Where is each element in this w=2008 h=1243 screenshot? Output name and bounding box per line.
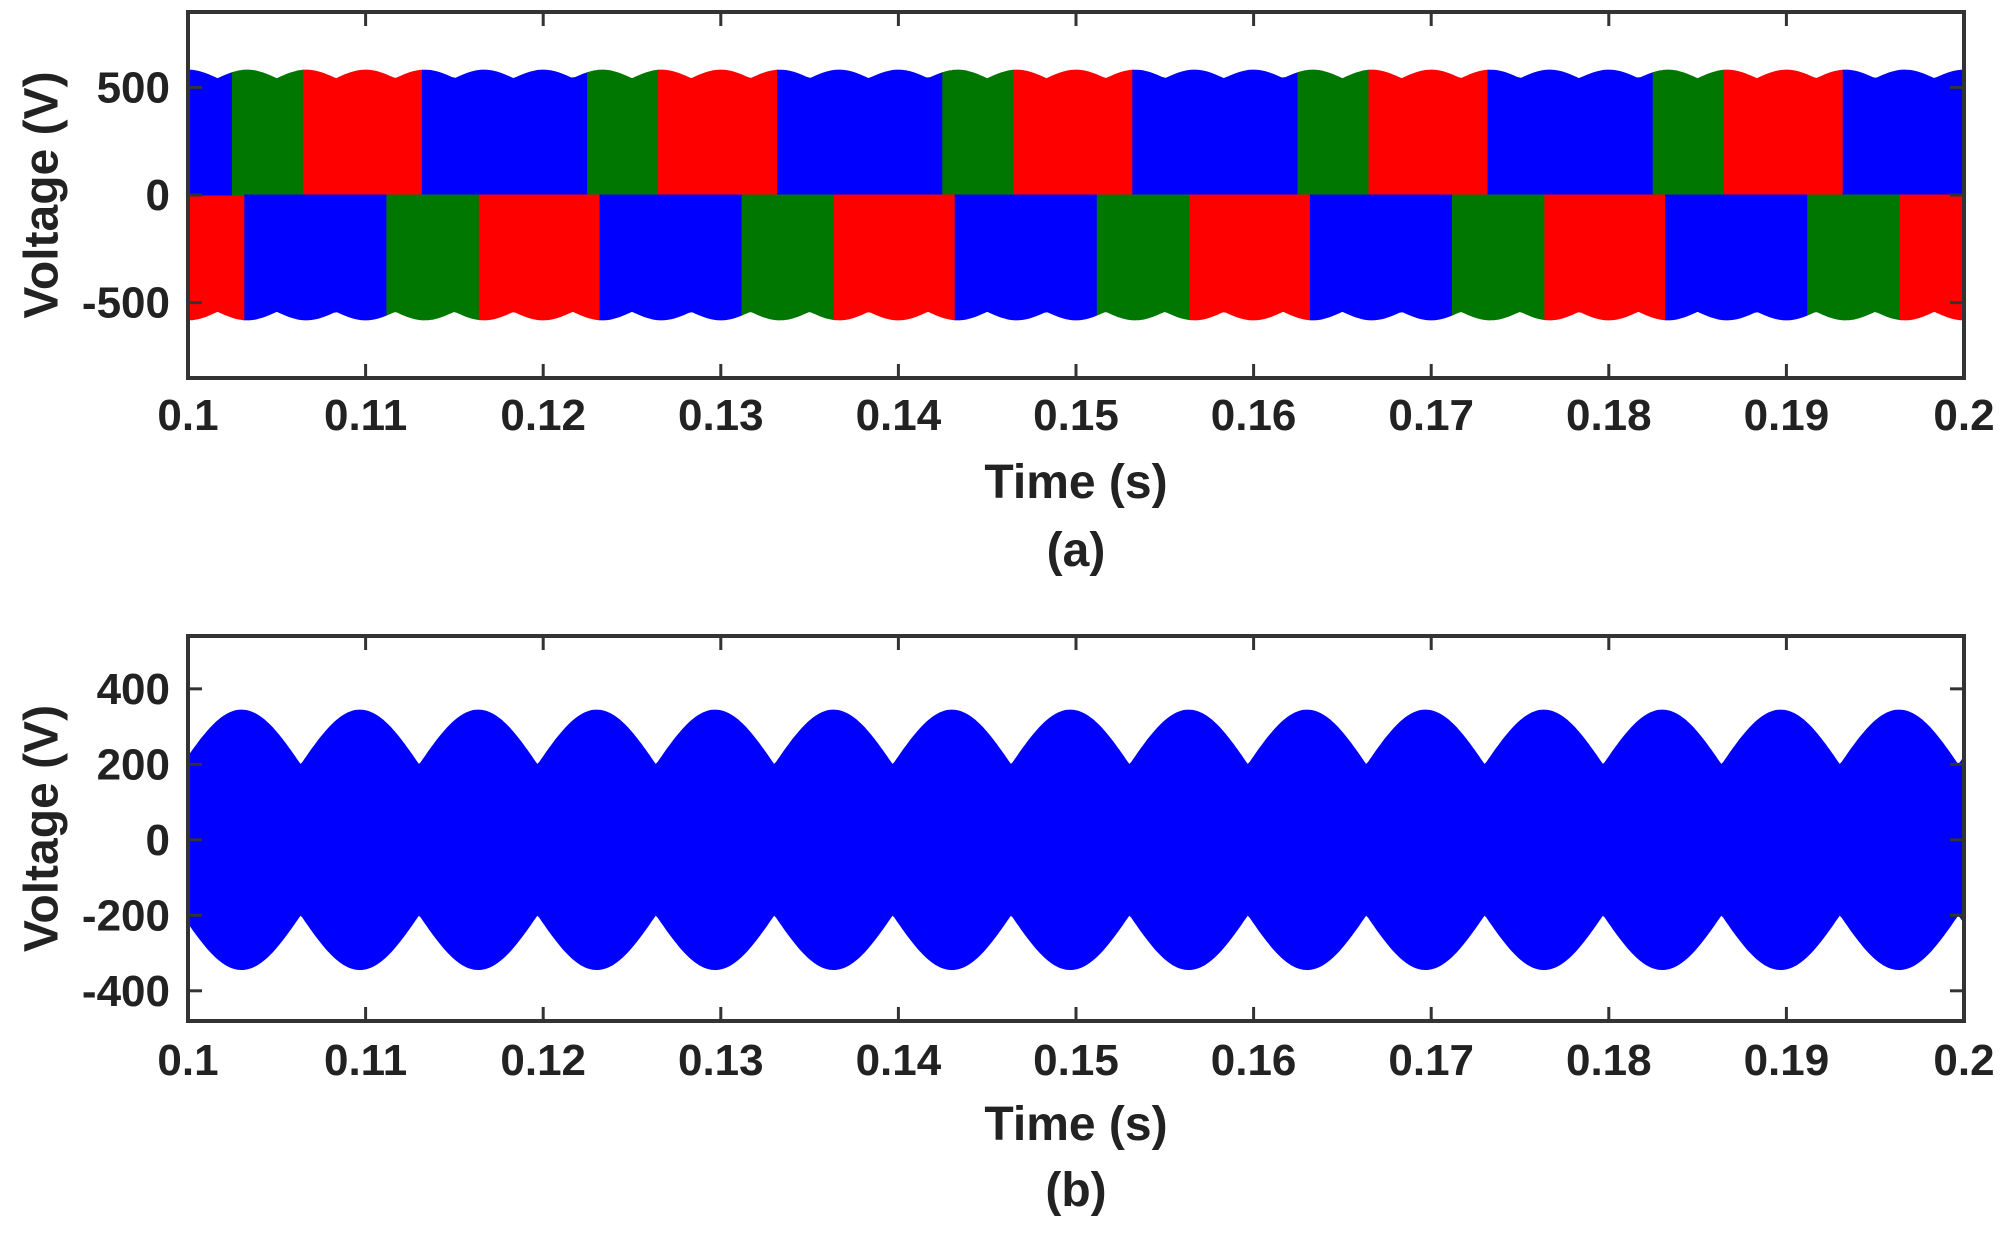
voltage-band	[1842, 69, 1964, 196]
x-tick-label: 0.15	[1033, 1036, 1119, 1085]
voltage-band	[386, 194, 480, 321]
voltage-band	[478, 194, 601, 321]
x-tick-label: 0.15	[1033, 391, 1119, 440]
voltage-band	[1096, 194, 1191, 321]
figure-caption: (a)	[1047, 524, 1106, 577]
voltage-band	[1665, 194, 1809, 321]
voltage-band	[1723, 69, 1844, 196]
voltage-band	[1013, 69, 1134, 196]
x-tick-label: 0.18	[1566, 391, 1652, 440]
plot-frame	[186, 10, 1966, 380]
voltage-band	[231, 69, 304, 196]
voltage-band	[834, 194, 956, 321]
x-tick-label: 0.18	[1566, 1036, 1652, 1085]
y-tick-label: 400	[97, 665, 170, 714]
x-tick-label: 0.14	[856, 391, 942, 440]
plot-frame	[186, 634, 1966, 1023]
x-tick-label: 0.13	[678, 1036, 764, 1085]
voltage-band	[421, 69, 589, 196]
phase-voltage-envelope	[188, 709, 1964, 970]
x-tick-label: 0.13	[678, 391, 764, 440]
x-tick-label: 0.12	[500, 391, 586, 440]
x-tick-label: 0.14	[856, 1036, 942, 1085]
y-tick-label: -400	[82, 967, 170, 1016]
voltage-band	[587, 69, 660, 196]
voltage-band	[1368, 69, 1489, 196]
x-tick-label: 0.1	[157, 1036, 218, 1085]
voltage-band	[954, 194, 1098, 321]
y-tick-label: 500	[97, 63, 170, 112]
x-tick-label: 0.17	[1388, 1036, 1474, 1085]
voltage-band	[302, 69, 423, 196]
voltage-band	[658, 69, 779, 196]
x-tick-label: 0.17	[1388, 391, 1474, 440]
x-axis-label: Time (s)	[984, 456, 1167, 509]
voltage-band	[777, 69, 944, 196]
voltage-band	[1132, 69, 1299, 196]
x-axis-label: Time (s)	[984, 1098, 1167, 1151]
chart-b: 0.1 0.11 0.12 0.13 0.14 0.15 0.16 0.17 0.18 0.19 0…	[16, 634, 1995, 1217]
x-tick-label: 0.11	[324, 1036, 407, 1085]
voltage-band	[188, 69, 210, 196]
voltage-band	[1309, 194, 1453, 321]
voltage-band	[188, 194, 246, 321]
y-axis-label: Voltage (V)	[16, 705, 69, 952]
voltage-band	[1297, 69, 1370, 196]
x-tick-label: 0.2	[1933, 1036, 1994, 1085]
y-tick-label: -500	[82, 279, 170, 328]
y-tick-label: 0	[146, 816, 170, 865]
voltage-band	[1189, 194, 1311, 321]
voltage-band	[1899, 194, 1964, 321]
voltage-band	[244, 194, 388, 321]
voltage-band	[1487, 69, 1654, 196]
x-tick-label: 0.16	[1211, 1036, 1297, 1085]
voltage-band	[942, 69, 1015, 196]
voltage-band	[741, 194, 835, 321]
voltage-band	[599, 194, 743, 321]
voltage-band	[1452, 194, 1546, 321]
x-tick-label: 0.1	[157, 391, 218, 440]
x-tick-label: 0.19	[1744, 1036, 1830, 1085]
x-tick-label: 0.11	[324, 391, 407, 440]
voltage-band	[1807, 194, 1901, 321]
chart-a: 0.1 0.11 0.12 0.13 0.14 0.15 0.16 0.17 0.18 0.19 0…	[16, 10, 1995, 577]
voltage-band	[1652, 69, 1725, 196]
y-tick-label: 200	[97, 740, 170, 789]
y-tick-label: 0	[146, 171, 170, 220]
x-tick-label: 0.2	[1933, 391, 1994, 440]
y-tick-label: -200	[82, 891, 170, 940]
voltage-band	[208, 72, 233, 196]
figure-caption: (b)	[1045, 1164, 1106, 1217]
voltage-band	[1544, 194, 1667, 321]
y-axis-label: Voltage (V)	[16, 71, 69, 318]
x-tick-label: 0.16	[1211, 391, 1297, 440]
x-tick-label: 0.19	[1744, 391, 1830, 440]
x-tick-label: 0.12	[500, 1036, 586, 1085]
waveform-bands	[188, 69, 1964, 321]
